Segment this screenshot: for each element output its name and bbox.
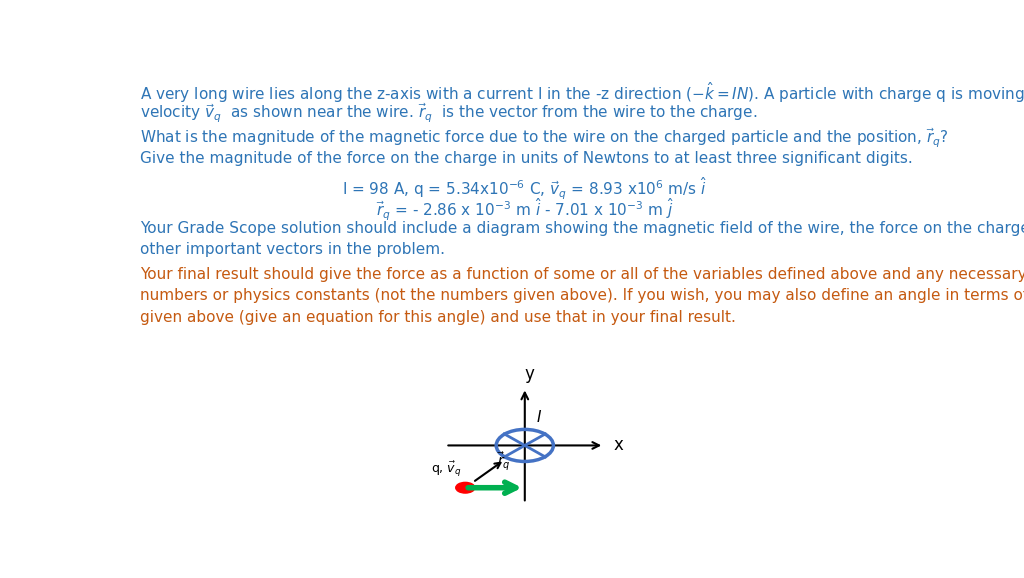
Text: I: I — [537, 410, 541, 425]
Text: A very long wire lies along the z-axis with a current I in the -z direction $(-\: A very long wire lies along the z-axis w… — [140, 80, 1024, 105]
Text: numbers or physics constants (not the numbers given above). If you wish, you may: numbers or physics constants (not the nu… — [140, 288, 1024, 303]
Text: Your Grade Scope solution should include a diagram showing the magnetic field of: Your Grade Scope solution should include… — [140, 221, 1024, 236]
Text: velocity $\vec{v}_q$  as shown near the wire. $\vec{r}_q$  is the vector from th: velocity $\vec{v}_q$ as shown near the w… — [140, 102, 757, 125]
Text: Your final result should give the force as a function of some or all of the vari: Your final result should give the force … — [140, 267, 1024, 282]
Text: $\vec{r}_q$: $\vec{r}_q$ — [497, 450, 511, 472]
Text: y: y — [524, 365, 535, 383]
Text: Give the magnitude of the force on the charge in units of Newtons to at least th: Give the magnitude of the force on the c… — [140, 151, 912, 166]
Text: x: x — [613, 436, 624, 454]
Text: other important vectors in the problem.: other important vectors in the problem. — [140, 243, 444, 257]
Text: $\vec{r}_q$ = - 2.86 x 10$^{-3}$ m $\hat{i}$ - 7.01 x 10$^{-3}$ m $\hat{j}$: $\vec{r}_q$ = - 2.86 x 10$^{-3}$ m $\hat… — [376, 197, 674, 223]
Circle shape — [456, 483, 475, 493]
Text: I = 98 A, q = 5.34x10$^{-6}$ C, $\vec{v}_q$ = 8.93 x10$^{6}$ m/s $\hat{i}$: I = 98 A, q = 5.34x10$^{-6}$ C, $\vec{v}… — [342, 175, 708, 202]
Text: What is the magnitude of the magnetic force due to the wire on the charged parti: What is the magnitude of the magnetic fo… — [140, 127, 948, 150]
Text: given above (give an equation for this angle) and use that in your final result.: given above (give an equation for this a… — [140, 310, 736, 325]
Text: q, $\vec{v}_q$: q, $\vec{v}_q$ — [431, 460, 461, 479]
